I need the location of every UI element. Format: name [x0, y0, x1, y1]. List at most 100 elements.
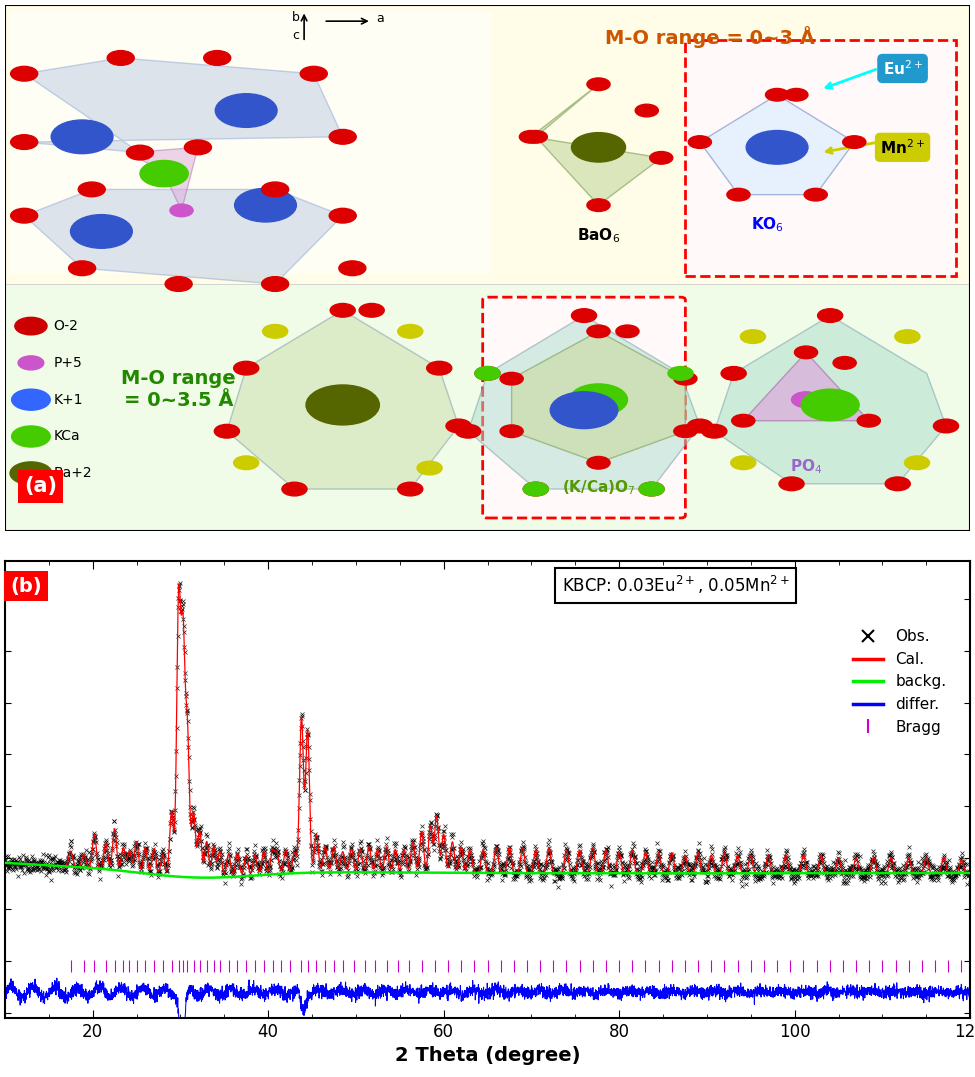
Circle shape [306, 384, 379, 425]
Polygon shape [743, 352, 869, 421]
Circle shape [801, 389, 859, 421]
Obs. [503, 845, 515, 858]
Circle shape [500, 373, 524, 384]
Text: KO$_6$: KO$_6$ [751, 215, 784, 235]
Circle shape [674, 425, 697, 437]
Cal. [382, 850, 394, 863]
Circle shape [19, 355, 44, 369]
X-axis label: 2 Theta (degree): 2 Theta (degree) [395, 1046, 580, 1065]
Cal. [0, 856, 11, 869]
differ. [865, 984, 877, 997]
Circle shape [520, 130, 542, 143]
Polygon shape [24, 58, 343, 153]
Text: BaO$_6$: BaO$_6$ [577, 226, 620, 244]
Obs. [964, 877, 975, 890]
backg. [190, 871, 202, 884]
differ. [382, 981, 394, 994]
Circle shape [895, 330, 920, 344]
Text: Ba+2: Ba+2 [53, 466, 92, 480]
Obs. [758, 866, 769, 879]
Circle shape [204, 51, 231, 66]
Circle shape [235, 188, 296, 222]
Circle shape [234, 361, 258, 375]
Circle shape [587, 199, 610, 211]
Circle shape [500, 425, 524, 437]
Circle shape [639, 482, 664, 495]
differ. [176, 1061, 187, 1074]
Polygon shape [512, 332, 685, 463]
backg. [201, 871, 213, 884]
Circle shape [639, 482, 664, 495]
Circle shape [107, 51, 135, 66]
FancyBboxPatch shape [483, 297, 685, 518]
Cal. [218, 867, 230, 880]
Obs. [146, 851, 158, 864]
Text: O-2: O-2 [53, 319, 78, 333]
Circle shape [398, 324, 423, 338]
Circle shape [261, 182, 289, 197]
Circle shape [184, 140, 212, 155]
FancyBboxPatch shape [5, 5, 970, 284]
Circle shape [649, 152, 673, 164]
Text: a: a [376, 12, 384, 25]
Circle shape [525, 130, 547, 143]
Line: Cal.: Cal. [5, 584, 970, 873]
Text: Mn$^{2+}$: Mn$^{2+}$ [880, 138, 925, 156]
Circle shape [427, 361, 451, 375]
backg. [844, 867, 856, 880]
Polygon shape [700, 95, 854, 195]
Circle shape [571, 132, 626, 162]
Circle shape [70, 214, 133, 249]
Circle shape [842, 136, 866, 149]
Circle shape [359, 304, 384, 317]
Circle shape [792, 392, 821, 407]
Circle shape [68, 261, 96, 276]
Circle shape [668, 366, 693, 380]
Circle shape [702, 424, 727, 438]
Text: PO$_4$: PO$_4$ [790, 458, 822, 476]
Text: KBCP: 0.03Eu$^{2+}$, 0.05Mn$^{2+}$: KBCP: 0.03Eu$^{2+}$, 0.05Mn$^{2+}$ [562, 574, 790, 597]
Circle shape [330, 129, 356, 144]
Circle shape [12, 426, 51, 447]
Circle shape [674, 373, 697, 384]
Circle shape [746, 130, 808, 164]
Circle shape [687, 419, 713, 433]
Circle shape [127, 145, 153, 160]
Obs. [957, 858, 969, 871]
Cal. [174, 577, 185, 590]
Circle shape [905, 456, 929, 470]
Circle shape [10, 462, 52, 485]
Polygon shape [24, 190, 343, 284]
Circle shape [688, 136, 712, 149]
Circle shape [524, 482, 548, 495]
Circle shape [731, 415, 755, 426]
Circle shape [475, 366, 500, 380]
Circle shape [779, 477, 804, 491]
Circle shape [730, 456, 756, 470]
Obs. [174, 576, 185, 589]
Circle shape [857, 415, 880, 426]
Circle shape [740, 330, 765, 344]
Text: b: b [292, 11, 299, 24]
Cal. [291, 849, 302, 862]
backg. [382, 866, 394, 879]
Text: KCa: KCa [53, 430, 80, 444]
Circle shape [140, 160, 188, 186]
Obs. [552, 880, 564, 893]
Polygon shape [227, 310, 458, 489]
Circle shape [795, 346, 818, 359]
Circle shape [330, 208, 356, 223]
Circle shape [417, 461, 442, 475]
Circle shape [818, 309, 842, 322]
Text: M-O range
= 0~3.5 Å: M-O range = 0~3.5 Å [121, 368, 236, 409]
Circle shape [550, 392, 618, 429]
Text: Eu$^{2+}$: Eu$^{2+}$ [882, 59, 922, 78]
differ. [964, 988, 975, 1001]
Circle shape [15, 318, 47, 335]
Circle shape [215, 94, 277, 127]
Circle shape [885, 477, 911, 491]
Circle shape [616, 325, 639, 338]
Circle shape [587, 325, 610, 338]
Circle shape [571, 309, 597, 322]
Line: differ.: differ. [5, 978, 970, 1067]
